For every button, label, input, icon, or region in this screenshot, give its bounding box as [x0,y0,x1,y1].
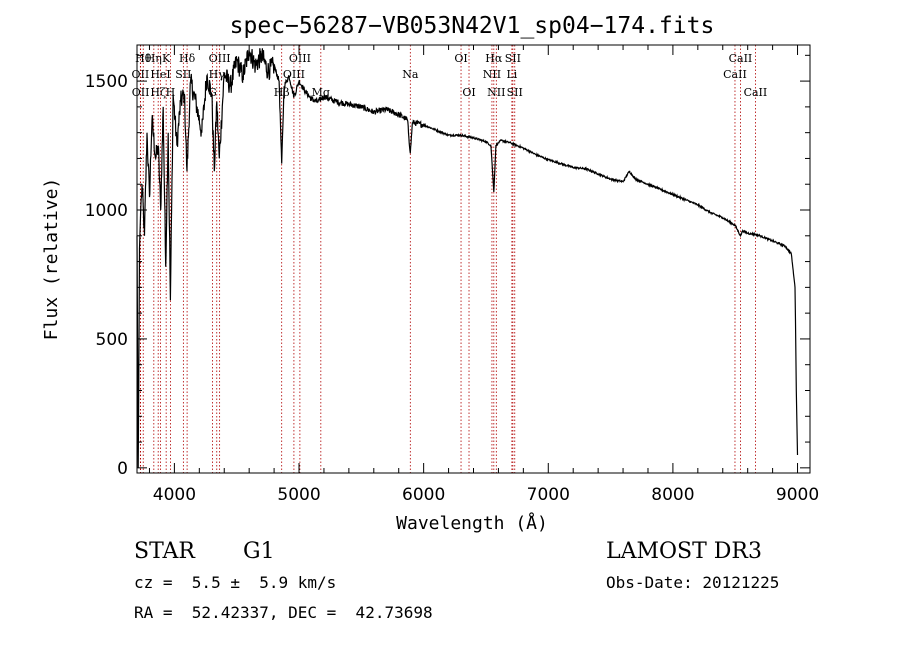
line-label-21: NII [483,68,501,81]
line-label-11: Hγ [209,68,226,81]
line-label-10: OIII [209,52,231,65]
y-axis: 0 500 1000 1500 [85,54,810,479]
line-label-1: OII [132,68,150,81]
survey-name: LAMOST DR3 [606,539,762,564]
coordinates-text: RA = 52.42337, DEC = 42.73698 [134,603,433,622]
x-axis: 4000 5000 6000 7000 8000 9000 [148,45,819,505]
spectrum-line [136,48,799,468]
chart-title: spec−56287−VB053N42V1_sp04−174.fits [230,13,715,39]
x-tick-label-1: 5000 [277,485,320,505]
line-label-9: SII [175,68,191,81]
x-tick-label-2: 6000 [402,485,445,505]
object-subclass: G1 [243,539,275,564]
line-label-4: HeI [150,68,170,81]
line-label-17: Na [402,68,419,81]
x-tick-label-3: 7000 [527,485,570,505]
line-label-8: Hδ [179,52,196,65]
line-label-19: OI [462,86,475,99]
obs-date: Obs-Date: 20121225 [606,573,780,592]
y-tick-label-0: 0 [117,459,128,479]
spectral-line-markers [139,45,756,473]
x-tick-label-0: 4000 [153,485,196,505]
line-label-14: OIII [283,68,305,81]
line-label-24: Li [506,68,517,81]
line-label-20: Hα [485,52,503,65]
line-label-2: OII [132,86,150,99]
line-label-7: H [166,86,176,99]
object-class: STAR [134,539,195,564]
line-label-13: OIII [289,52,311,65]
line-label-5: Hζ [150,86,166,99]
line-label-15: Hβ [274,86,290,99]
x-tick-label-4: 8000 [651,485,694,505]
y-tick-label-1: 500 [96,330,128,350]
x-tick-label-5: 9000 [776,485,819,505]
y-tick-label-3: 1500 [85,72,128,92]
line-label-12: G [208,86,217,99]
line-label-3: Hη [146,52,162,65]
line-label-23: SII [505,52,521,65]
plot-frame [136,44,811,474]
redshift-text: cz = 5.5 ± 5.9 km/s [134,573,337,592]
line-label-28: CaII [744,86,768,99]
x-axis-label: Wavelength (Å) [396,512,548,534]
line-label-18: OI [454,52,467,65]
line-label-6: K [162,52,171,65]
line-label-22: NII [487,86,505,99]
y-axis-label: Flux (relative) [41,178,62,341]
line-label-26: CaII [729,52,753,65]
line-label-27: CaII [723,68,747,81]
y-tick-label-2: 1000 [85,201,128,221]
line-label-25: SII [507,86,523,99]
